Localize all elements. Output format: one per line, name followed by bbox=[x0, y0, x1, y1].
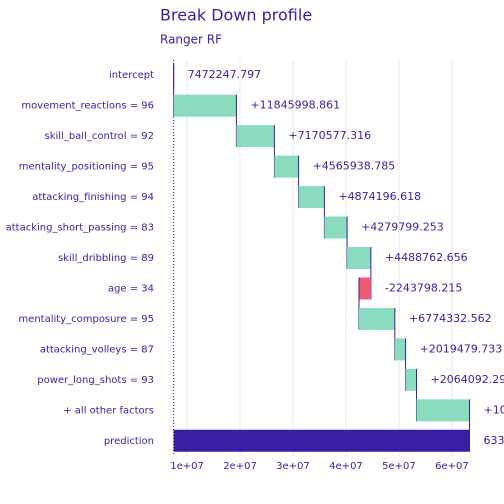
bar bbox=[416, 399, 470, 422]
x-tick-label: 5e+07 bbox=[382, 461, 416, 472]
value-label: +6774332.562 bbox=[409, 312, 492, 325]
value-label: +4488762.656 bbox=[385, 251, 468, 264]
bar bbox=[173, 94, 237, 117]
y-tick-label: attacking_short_passing = 83 bbox=[6, 223, 154, 234]
y-tick-label: attacking_volleys = 87 bbox=[40, 344, 154, 355]
y-tick-label: attacking_finishing = 94 bbox=[32, 192, 154, 203]
bar bbox=[394, 338, 406, 361]
bar bbox=[298, 186, 325, 209]
x-tick-label: 6e+07 bbox=[435, 461, 469, 472]
bar bbox=[324, 216, 348, 239]
bar bbox=[236, 125, 275, 148]
bar bbox=[173, 429, 470, 452]
bar bbox=[358, 277, 371, 300]
value-label: +2064092.296 bbox=[431, 373, 504, 386]
y-tick-label: mentality_composure = 95 bbox=[18, 314, 154, 325]
value-label: +7170577.316 bbox=[288, 129, 371, 142]
value-label: +2019479.733 bbox=[420, 342, 503, 355]
value-label: +10000000.000 bbox=[484, 403, 504, 416]
value-label: +4874196.618 bbox=[338, 190, 421, 203]
value-label: 63311627.662 bbox=[484, 434, 504, 447]
x-tick-label: 3e+07 bbox=[276, 461, 310, 472]
y-tick-label: mentality_positioning = 95 bbox=[19, 162, 154, 173]
y-tick-label: movement_reactions = 96 bbox=[21, 101, 154, 112]
value-label: 7472247.797 bbox=[188, 68, 261, 81]
chart-subtitle: Ranger RF bbox=[160, 33, 222, 47]
bar bbox=[347, 247, 371, 269]
y-tick-label: skill_ball_control = 92 bbox=[45, 131, 155, 142]
y-tick-label: intercept bbox=[109, 70, 154, 81]
value-label: +11845998.861 bbox=[250, 99, 340, 112]
x-tick-label: 4e+07 bbox=[329, 461, 363, 472]
chart-title: Break Down profile bbox=[160, 6, 312, 25]
bar bbox=[405, 368, 417, 391]
y-tick-label: age = 34 bbox=[108, 283, 154, 294]
y-tick-label: skill_dribbling = 89 bbox=[58, 253, 154, 264]
bar bbox=[274, 155, 299, 178]
x-tick-label: 1e+07 bbox=[170, 461, 204, 472]
x-tick-label: 2e+07 bbox=[223, 461, 257, 472]
y-tick-label: prediction bbox=[104, 436, 154, 447]
value-label: -2243798.215 bbox=[385, 281, 462, 294]
value-label: +4279799.253 bbox=[361, 221, 444, 234]
y-tick-label: power_long_shots = 93 bbox=[37, 375, 154, 386]
value-label: +4565938.785 bbox=[313, 160, 396, 173]
bar bbox=[358, 307, 395, 330]
y-tick-label: + all other factors bbox=[63, 405, 154, 416]
